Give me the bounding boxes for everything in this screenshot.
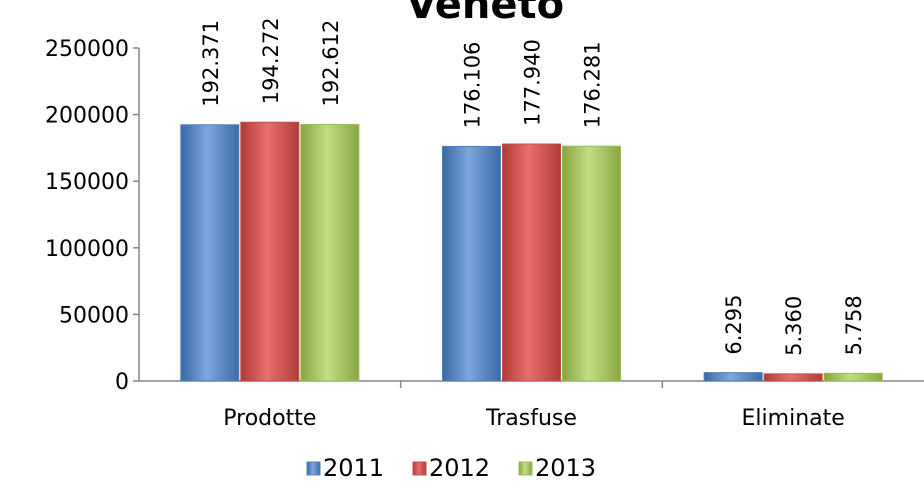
bar [502,143,561,382]
legend-swatch [518,461,533,476]
data-label: 192.371 [199,20,223,107]
bar [763,373,823,382]
x-tick-label: Prodotte [223,406,316,431]
data-label: 5.360 [782,296,806,356]
data-label: 192.612 [319,20,343,107]
legend-label: 2012 [429,454,490,482]
y-tick-label: 150000 [45,170,129,195]
legend-label: 2011 [323,454,384,482]
data-label: 177.940 [521,39,545,126]
legend-label: 2013 [535,454,596,482]
y-tick-label: 50000 [59,303,129,328]
bar [703,372,763,382]
bar [442,145,501,382]
bar [240,121,300,382]
bar [300,123,360,382]
bar [562,145,621,382]
x-tick-label: Trasfuse [485,406,577,431]
y-tick-label: 200000 [45,104,129,129]
data-label: 176.106 [461,42,485,129]
y-tick-label: 100000 [45,237,129,262]
legend-swatch [306,461,321,476]
data-label: 5.758 [842,295,866,355]
data-label: 194.272 [259,17,283,104]
y-tick-label: 0 [115,370,129,395]
bar [823,372,883,382]
y-tick-label: 250000 [45,37,129,62]
chart-title: Veneto [406,0,564,28]
legend-swatch [412,461,427,476]
data-label: 176.281 [581,41,605,128]
bar [180,124,240,382]
x-tick-label: Eliminate [742,406,845,431]
data-label: 6.295 [722,294,746,354]
